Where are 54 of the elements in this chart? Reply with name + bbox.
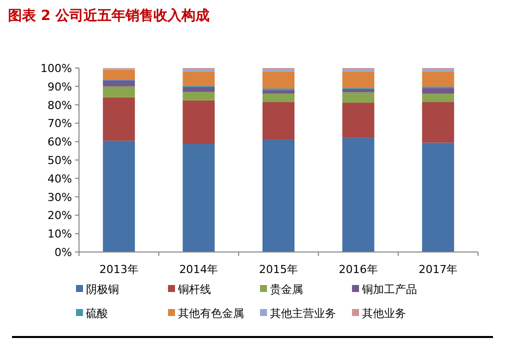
legend-label: 铜杆线 [177, 283, 211, 296]
y-tick-label: 80% [48, 98, 72, 112]
bar [342, 102, 374, 138]
legend-label: 阴极铜 [86, 283, 119, 296]
bar [342, 92, 374, 103]
x-tick-label: 2014年 [179, 263, 218, 276]
x-tick-label: 2013年 [99, 263, 138, 276]
y-tick-label: 70% [48, 117, 72, 130]
bar [102, 80, 135, 86]
bar [182, 86, 215, 92]
bar [342, 68, 374, 72]
y-tick-label: 50% [48, 154, 72, 167]
bar [422, 94, 454, 102]
bar [422, 88, 454, 94]
chart-title: 图表 2 公司近五年销售收入构成 [8, 7, 210, 24]
legend-label: 硫酸 [86, 307, 108, 320]
bar [262, 94, 294, 102]
y-tick-label: 30% [48, 190, 72, 204]
bar [342, 138, 374, 252]
bar [182, 92, 215, 100]
y-tick-label: 10% [48, 228, 72, 241]
bar [422, 142, 454, 252]
y-tick-label: 90% [48, 80, 72, 94]
bar [102, 140, 135, 252]
bar [262, 90, 294, 94]
y-tick-label: 20% [48, 209, 72, 222]
bar [102, 86, 135, 98]
bar [422, 102, 454, 143]
y-tick-label: 60% [48, 136, 72, 149]
bar [102, 97, 135, 141]
legend-label: 其他业务 [362, 307, 406, 320]
y-tick-label: 0% [54, 246, 72, 259]
bar [262, 68, 294, 72]
bar [262, 71, 294, 88]
bar [422, 68, 454, 72]
bar [182, 144, 215, 252]
bar [262, 102, 294, 140]
y-tick-label: 40% [48, 172, 72, 186]
x-tick-label: 2015年 [259, 263, 298, 276]
y-tick-label: 100% [40, 62, 72, 75]
x-tick-label: 2016年 [338, 263, 378, 276]
legend-label: 其他有色金属 [178, 307, 244, 320]
bar [342, 88, 374, 92]
bar [422, 71, 454, 87]
bar [182, 100, 215, 144]
bar [342, 71, 374, 88]
bar [102, 70, 135, 80]
bar [182, 71, 215, 86]
legend-label: 贵金属 [270, 283, 303, 296]
legend-label: 其他主营业务 [270, 307, 336, 320]
bar [262, 140, 294, 252]
bar [182, 68, 215, 72]
legend-label: 铜加工产品 [361, 283, 417, 296]
x-tick-label: 2017年 [418, 263, 458, 276]
